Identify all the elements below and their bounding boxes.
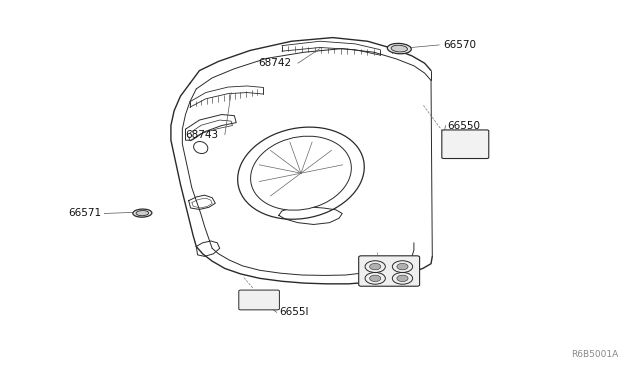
Text: 68742: 68742 <box>259 58 291 68</box>
Circle shape <box>397 275 408 282</box>
Text: 6655l: 6655l <box>279 307 308 317</box>
Ellipse shape <box>237 127 364 219</box>
Text: 66590: 66590 <box>383 271 416 281</box>
Ellipse shape <box>251 136 351 210</box>
Circle shape <box>397 263 408 270</box>
Circle shape <box>370 275 381 282</box>
FancyBboxPatch shape <box>239 290 280 310</box>
Ellipse shape <box>387 44 412 54</box>
Ellipse shape <box>133 209 152 217</box>
Ellipse shape <box>194 141 208 154</box>
FancyBboxPatch shape <box>358 256 420 286</box>
Circle shape <box>370 263 381 270</box>
Text: 66570: 66570 <box>444 40 477 50</box>
Text: 68743: 68743 <box>186 130 218 140</box>
Text: 66571: 66571 <box>68 208 101 218</box>
FancyBboxPatch shape <box>442 130 489 158</box>
Text: R6B5001A: R6B5001A <box>571 350 618 359</box>
Ellipse shape <box>391 45 408 52</box>
Ellipse shape <box>136 211 148 216</box>
Text: 66550: 66550 <box>447 121 480 131</box>
